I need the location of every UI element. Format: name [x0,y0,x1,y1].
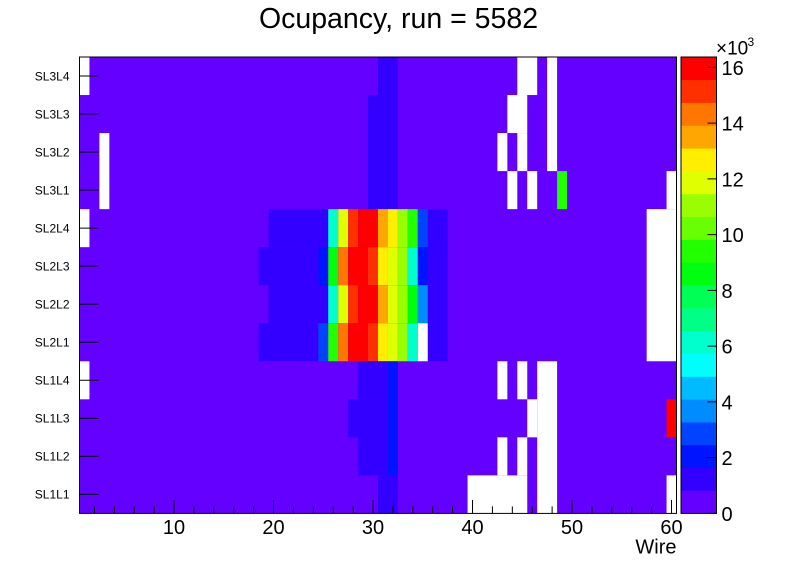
svg-text:SL3L2: SL3L2 [35,145,70,159]
svg-text:2: 2 [722,448,733,470]
svg-text:12: 12 [722,169,744,191]
svg-text:×10: ×10 [716,39,748,60]
svg-text:SL1L3: SL1L3 [35,412,70,426]
svg-text:50: 50 [561,517,583,539]
svg-text:40: 40 [461,517,483,539]
svg-text:4: 4 [722,392,733,414]
svg-text:60: 60 [660,517,682,539]
svg-text:6: 6 [722,337,733,359]
svg-text:SL3L4: SL3L4 [35,69,70,83]
svg-text:Wire: Wire [635,537,676,559]
svg-text:SL1L2: SL1L2 [35,450,70,464]
svg-text:10: 10 [163,517,185,539]
svg-text:16: 16 [722,58,744,80]
svg-text:10: 10 [722,225,744,247]
svg-text:Ocupancy, run = 5582: Ocupancy, run = 5582 [259,3,538,35]
svg-text:30: 30 [362,517,384,539]
svg-text:0: 0 [722,504,733,526]
svg-text:20: 20 [262,517,284,539]
svg-text:SL3L3: SL3L3 [35,107,70,121]
svg-text:SL1L4: SL1L4 [35,374,70,388]
svg-text:SL2L4: SL2L4 [35,221,70,235]
svg-text:SL1L1: SL1L1 [35,488,70,502]
svg-text:3: 3 [748,35,755,49]
svg-text:SL2L3: SL2L3 [35,260,70,274]
svg-text:SL2L1: SL2L1 [35,336,70,350]
svg-text:SL3L1: SL3L1 [35,183,70,197]
svg-text:14: 14 [722,114,744,136]
svg-text:SL2L2: SL2L2 [35,298,70,312]
svg-text:8: 8 [722,281,733,303]
